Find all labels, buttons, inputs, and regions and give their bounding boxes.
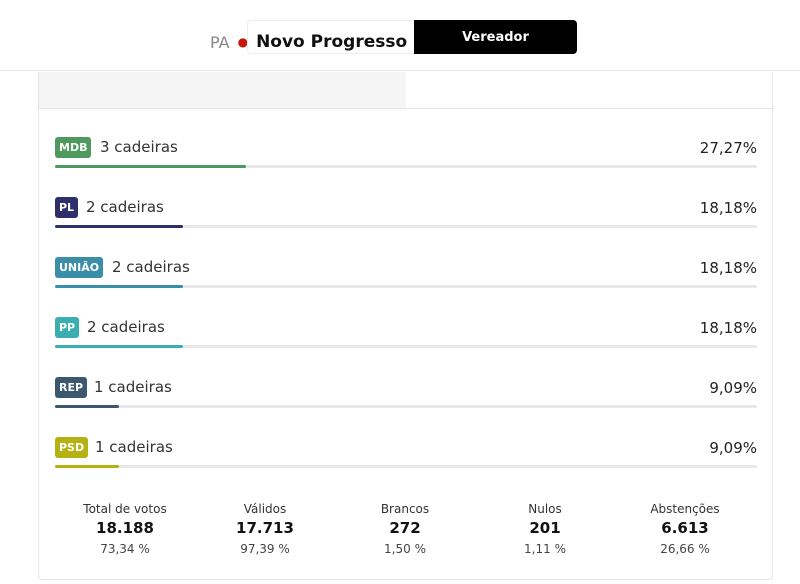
party-bar-fill [55,405,119,408]
location-label: PA ● Novo Progresso [210,32,407,52]
stat-label: Nulos [528,502,562,516]
state-code: PA [210,32,230,52]
party-bar-track [55,345,757,348]
party-bar-fill [55,285,183,288]
stat-percent: 1,11 % [524,542,566,556]
party-bar-fill [55,225,183,228]
party-row-psd: PSD 1 cadeiras 9,09% [55,437,757,477]
stat-label: Brancos [380,502,430,516]
party-row-pp: PP 2 cadeiras 18,18% [55,317,757,357]
party-seats: 2 cadeiras [86,198,164,216]
party-bar-track [55,465,757,468]
vote-stats: Total de votos 18.188 73,34 % Válidos 17… [39,502,774,562]
stat-null: Nulos 201 1,11 % [465,502,625,556]
stat-percent: 26,66 % [660,542,710,556]
party-badge: MDB [55,137,92,158]
party-percent: 9,09% [709,379,757,397]
party-seats: 1 cadeiras [94,378,172,396]
party-row-pl: PL 2 cadeiras 18,18% [55,197,757,237]
party-badge: REP [55,377,88,398]
party-bar-fill [55,165,246,168]
party-percent: 9,09% [709,439,757,457]
card-tabs [39,72,774,109]
stat-valid: Válidos 17.713 97,39 % [185,502,345,556]
role-toggle-left[interactable] [247,20,414,54]
party-percent: 18,18% [699,319,757,337]
stat-label: Total de votos [83,502,167,516]
party-badge: PP [55,317,80,338]
party-badge: PL [55,197,79,218]
party-seats: 1 cadeiras [95,438,173,456]
card-tab-left[interactable] [39,72,406,108]
role-vereador-button[interactable]: Vereador [414,20,577,54]
party-percent: 27,27% [699,139,757,157]
stat-value: 18.188 [96,519,154,537]
party-seats: 3 cadeiras [100,138,178,156]
party-badge: PSD [55,437,89,458]
party-percent: 18,18% [699,199,757,217]
stat-total-votes: Total de votos 18.188 73,34 % [45,502,205,556]
city-name: Novo Progresso [256,32,408,52]
stat-label: Válidos [243,502,287,516]
party-row-rep: REP 1 cadeiras 9,09% [55,377,757,417]
party-bar-track [55,225,757,228]
stat-percent: 1,50 % [384,542,426,556]
stat-percent: 97,39 % [240,542,290,556]
stat-blank: Brancos 272 1,50 % [325,502,485,556]
stat-percent: 73,34 % [100,542,150,556]
party-bar-track [55,285,757,288]
party-bar-track [55,165,757,168]
party-bar-fill [55,465,119,468]
stat-value: 6.613 [661,519,709,537]
party-row-uniao: UNIÃO 2 cadeiras 18,18% [55,257,757,297]
stat-abstentions: Abstenções 6.613 26,66 % [605,502,765,556]
seats-card: MDB 3 cadeiras 27,27% PL 2 cadeiras 18,1… [38,72,774,580]
party-row-mdb: MDB 3 cadeiras 27,27% [55,137,757,177]
party-percent: 18,18% [699,259,757,277]
separator-dot-icon: ● [237,35,249,49]
stat-value: 201 [529,519,561,537]
party-bar-track [55,405,757,408]
stat-value: 17.713 [236,519,294,537]
stat-value: 272 [389,519,421,537]
party-bar-fill [55,345,183,348]
results-header: PA ● Novo Progresso Vereador [0,0,800,71]
stat-label: Abstenções [650,502,720,516]
party-badge: UNIÃO [55,257,104,278]
party-seats: 2 cadeiras [112,258,190,276]
party-seats: 2 cadeiras [87,318,165,336]
